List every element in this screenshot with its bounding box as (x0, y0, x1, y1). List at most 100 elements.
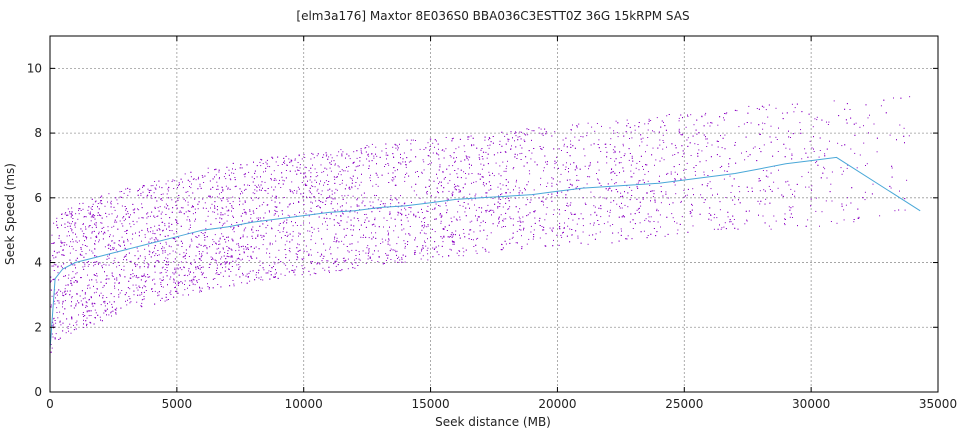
scatter-point (185, 261, 187, 263)
scatter-point (138, 276, 140, 278)
scatter-point (166, 267, 168, 268)
scatter-point (228, 248, 230, 250)
scatter-point (333, 160, 335, 162)
scatter-point (385, 239, 387, 241)
scatter-point (227, 188, 229, 190)
scatter-point (177, 223, 179, 224)
scatter-point (160, 198, 162, 200)
scatter-point (286, 240, 288, 242)
scatter-point (321, 254, 323, 256)
scatter-point (807, 219, 809, 221)
scatter-point (59, 311, 61, 313)
scatter-point (81, 303, 83, 305)
scatter-point (323, 154, 325, 156)
scatter-point (71, 317, 73, 319)
scatter-point (176, 219, 178, 221)
scatter-point (582, 225, 584, 227)
scatter-point (285, 170, 287, 171)
scatter-point (276, 197, 277, 199)
scatter-point (212, 257, 213, 259)
scatter-point (143, 275, 145, 277)
scatter-point (153, 278, 155, 280)
scatter-point (542, 201, 544, 203)
scatter-point (589, 223, 591, 225)
scatter-point (437, 177, 438, 179)
scatter-point (666, 173, 668, 175)
scatter-point (320, 194, 322, 196)
scatter-point (98, 231, 100, 233)
scatter-point (759, 190, 761, 192)
scatter-point (355, 182, 357, 183)
scatter-point (271, 195, 273, 197)
scatter-point (216, 196, 218, 198)
scatter-point (442, 241, 444, 243)
scatter-point (529, 173, 531, 175)
scatter-point (553, 167, 555, 169)
scatter-point (695, 174, 696, 176)
scatter-point (686, 194, 688, 196)
scatter-point (460, 160, 462, 162)
scatter-point (311, 211, 313, 213)
scatter-point (220, 264, 222, 266)
scatter-point (784, 213, 786, 215)
scatter-point (434, 200, 436, 202)
scatter-point (343, 260, 345, 262)
scatter-point (278, 259, 280, 261)
scatter-point (498, 221, 500, 223)
scatter-point (199, 268, 201, 270)
scatter-point (189, 224, 191, 226)
scatter-point (129, 261, 131, 263)
scatter-point (171, 223, 173, 225)
scatter-point (400, 209, 402, 211)
scatter-point (82, 266, 84, 268)
scatter-point (327, 174, 328, 176)
scatter-point (448, 255, 450, 257)
scatter-point (60, 245, 62, 247)
scatter-point (182, 181, 183, 183)
scatter-point (539, 237, 541, 239)
scatter-point (685, 126, 687, 128)
scatter-point (224, 238, 226, 240)
scatter-point (243, 251, 245, 253)
scatter-point (653, 193, 655, 195)
scatter-point (406, 157, 408, 159)
scatter-point (551, 193, 553, 195)
scatter-point (286, 164, 288, 166)
scatter-point (367, 255, 369, 257)
scatter-point (188, 294, 189, 296)
scatter-point (864, 199, 866, 201)
scatter-point (258, 217, 260, 219)
scatter-point (615, 120, 617, 122)
scatter-point (519, 225, 521, 227)
scatter-point (631, 176, 633, 178)
scatter-point (697, 153, 699, 155)
scatter-point (76, 324, 78, 326)
scatter-point (480, 163, 482, 165)
scatter-point (71, 282, 72, 284)
scatter-point (256, 217, 258, 219)
scatter-point (170, 294, 172, 295)
scatter-point (238, 264, 240, 266)
scatter-point (527, 181, 529, 183)
scatter-point (100, 215, 102, 217)
scatter-point (453, 241, 455, 242)
scatter-point (364, 214, 366, 215)
scatter-point (580, 136, 582, 137)
scatter-point (158, 294, 160, 296)
scatter-point (629, 138, 630, 139)
scatter-point (135, 276, 137, 278)
scatter-point (123, 192, 125, 194)
scatter-point (543, 226, 545, 228)
scatter-point (127, 299, 128, 301)
scatter-point (480, 149, 482, 151)
scatter-point (423, 149, 425, 150)
scatter-point (484, 139, 486, 141)
scatter-point (408, 207, 410, 208)
scatter-point (405, 233, 407, 235)
scatter-point (121, 196, 123, 198)
scatter-point (841, 205, 843, 207)
scatter-point (569, 179, 571, 181)
scatter-point (354, 185, 356, 187)
scatter-point (490, 141, 492, 143)
scatter-point (407, 244, 408, 245)
